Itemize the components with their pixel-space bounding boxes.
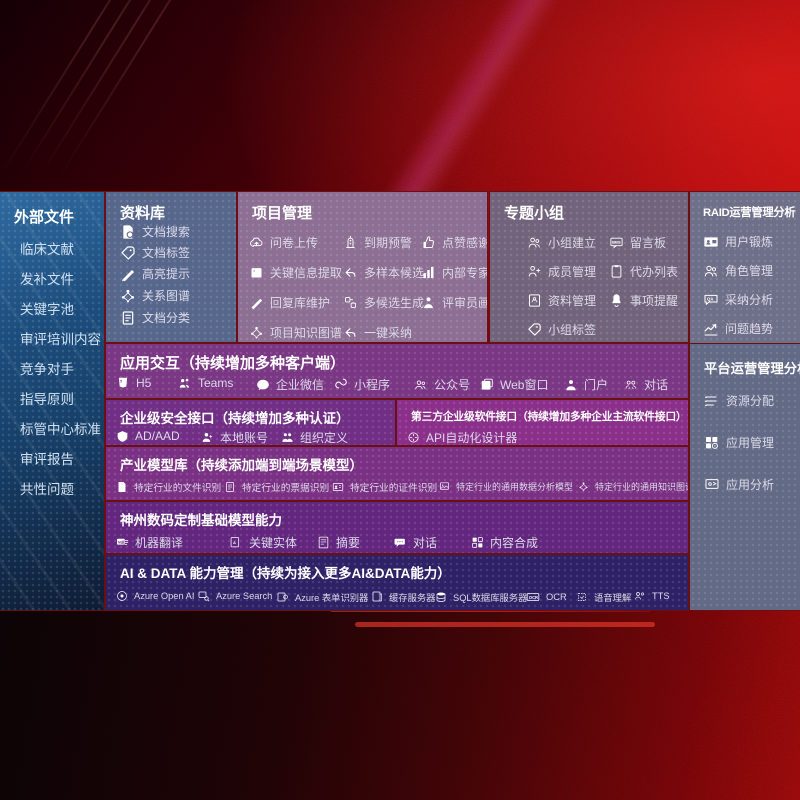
svg-text:M译: M译 (118, 539, 125, 544)
svg-text:BBS: BBS (612, 239, 621, 244)
svg-text:QA: QA (707, 296, 714, 301)
svg-text:OCR: OCR (529, 595, 538, 600)
svg-text:5: 5 (120, 379, 122, 383)
svg-text:A: A (233, 540, 236, 545)
